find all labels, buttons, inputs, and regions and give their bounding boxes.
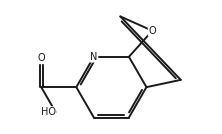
Text: O: O — [38, 53, 45, 63]
Text: N: N — [90, 52, 97, 62]
Text: HO: HO — [41, 107, 56, 117]
Text: O: O — [149, 26, 156, 36]
